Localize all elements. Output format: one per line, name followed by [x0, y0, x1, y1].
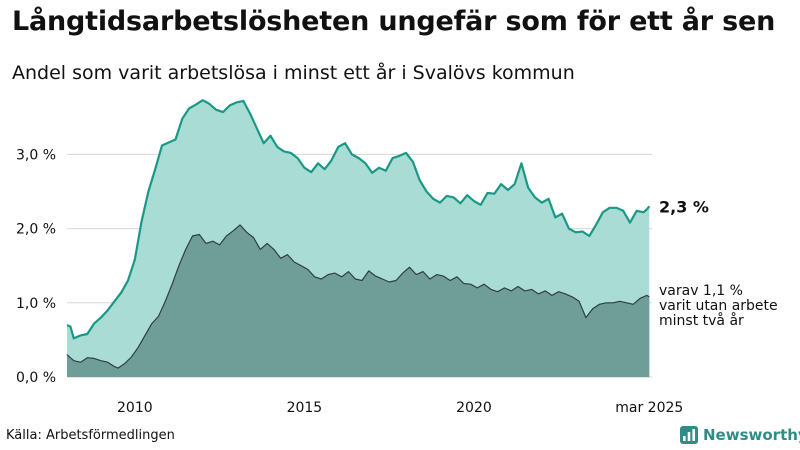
brand-name: Newsworthy: [703, 426, 800, 444]
total-line: [66, 99, 651, 340]
long-term-label-line: varit utan arbete: [659, 298, 778, 314]
long-term-label-line: minst två år: [659, 312, 744, 329]
long-term-label-line: varav 1,1 %: [659, 283, 743, 299]
y-tick-label: 2,0 %: [16, 222, 56, 238]
long-term-value-label: varav 1,1 % varit utan arbete minst två år: [659, 283, 778, 329]
y-tick-label: 1,0 %: [16, 296, 56, 312]
series-labels: 2,3 % varav 1,1 % varit utan arbete minst t…: [659, 197, 778, 329]
newsworthy-logo-icon: [680, 426, 698, 444]
chart-areas: [66, 99, 651, 377]
chart-subtitle: Andel som varit arbetslösa i minst ett å…: [12, 62, 575, 84]
axis-labels: 0,0 % 1,0 % 2,0 % 3,0 % 2010 2015 2020 mar 2025: [16, 147, 683, 416]
x-tick-label: 2020: [456, 400, 492, 416]
long-term-area: [67, 224, 650, 377]
chart-title: Långtidsarbetslösheten ungefär som för e…: [12, 6, 776, 37]
newsworthy-brand: Newsworthy: [680, 426, 800, 444]
long-term-line: [66, 224, 650, 369]
y-tick-label: 3,0 %: [16, 147, 56, 163]
total-value-label: 2,3 %: [659, 197, 709, 216]
x-tick-label: 2010: [117, 400, 153, 416]
x-tick-label: 2015: [287, 400, 323, 416]
y-tick-label: 0,0 %: [16, 370, 56, 386]
x-tick-label: mar 2025: [615, 400, 683, 416]
source-note: Källa: Arbetsförmedlingen: [6, 428, 175, 443]
